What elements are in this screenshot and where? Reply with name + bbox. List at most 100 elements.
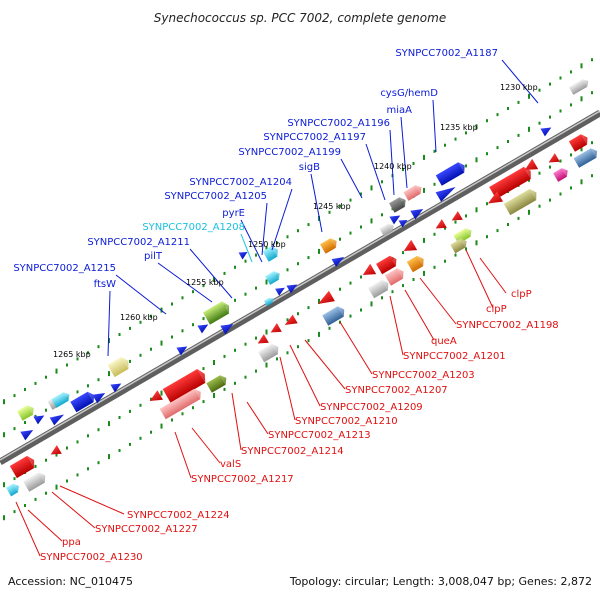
gene-feature[interactable] — [398, 217, 410, 228]
gene-feature[interactable] — [110, 380, 123, 393]
gene-feature[interactable] — [503, 187, 540, 216]
reverse-gene-label[interactable]: SYNPCC7002_A1214 — [241, 446, 344, 457]
gene-feature[interactable] — [6, 482, 21, 497]
reverse-gene-label[interactable]: valS — [220, 459, 241, 470]
forward-gene-label[interactable]: ftsW — [94, 279, 116, 290]
reverse-gene-label[interactable]: clpP — [486, 304, 507, 315]
gene-feature[interactable] — [49, 411, 67, 426]
forward-gene-label[interactable]: pilT — [144, 251, 163, 262]
reverse-gene-label[interactable]: SYNPCC7002_A1227 — [95, 524, 198, 535]
gene-feature[interactable] — [262, 244, 281, 262]
reverse-gene-label[interactable]: SYNPCC7002_A1207 — [345, 385, 448, 396]
gene-feature[interactable] — [568, 77, 591, 95]
gene-feature[interactable] — [485, 191, 504, 208]
gene-feature[interactable] — [435, 160, 468, 186]
forward-gene-label[interactable]: SYNPCC7002_A1196 — [287, 118, 390, 129]
gene-feature[interactable] — [23, 470, 48, 492]
gene-feature[interactable] — [401, 239, 418, 256]
gene-feature[interactable] — [197, 321, 210, 334]
gene-feature[interactable] — [162, 367, 209, 403]
gene-feature[interactable] — [70, 390, 97, 413]
gene-feature[interactable] — [450, 237, 469, 254]
gene-feature[interactable] — [220, 320, 235, 335]
forward-gene-label[interactable]: SYNPCC7002_A1208 — [142, 222, 245, 233]
gene-feature[interactable] — [147, 390, 163, 406]
gene-feature[interactable] — [263, 296, 276, 307]
forward-gene-label[interactable]: SYNPCC7002_A1205 — [164, 191, 267, 202]
gene-feature[interactable] — [406, 254, 427, 273]
forward-gene-label[interactable]: miaA — [387, 105, 413, 116]
gene-feature[interactable] — [320, 236, 339, 254]
gene-feature[interactable] — [331, 253, 347, 267]
forward-gene-label[interactable]: pyrE — [222, 208, 245, 219]
track-tick — [307, 256, 310, 260]
gene-feature[interactable] — [403, 183, 424, 201]
reverse-gene-label[interactable]: queA — [431, 336, 457, 347]
gene-feature[interactable] — [9, 454, 38, 479]
track-tick — [97, 378, 100, 382]
gene-arrow — [403, 239, 418, 252]
gene-feature[interactable] — [258, 342, 281, 363]
reverse-gene-label[interactable]: SYNPCC7002_A1217 — [191, 474, 294, 485]
gene-feature[interactable] — [282, 314, 298, 330]
gene-feature[interactable] — [573, 146, 600, 168]
gene-feature[interactable] — [389, 195, 408, 213]
gene-feature[interactable] — [435, 182, 459, 202]
gene-feature[interactable] — [48, 445, 62, 459]
gene-feature[interactable] — [92, 389, 107, 404]
reverse-gene-label[interactable]: SYNPCC7002_A1210 — [295, 416, 398, 427]
forward-gene-label[interactable]: SYNPCC7002_A1204 — [189, 177, 292, 188]
gene-feature[interactable] — [410, 205, 425, 220]
gene-feature[interactable] — [384, 266, 407, 286]
gene-feature[interactable] — [17, 403, 36, 421]
reverse-gene-label[interactable]: SYNPCC7002_A1198 — [456, 320, 559, 331]
gene-feature[interactable] — [568, 132, 591, 152]
gene-feature[interactable] — [315, 290, 335, 309]
reverse-gene-label[interactable]: SYNPCC7002_A1201 — [403, 351, 506, 362]
gene-feature[interactable] — [376, 254, 399, 275]
gene-feature[interactable] — [546, 153, 560, 167]
gene-feature[interactable] — [107, 355, 132, 378]
gene-feature[interactable] — [389, 212, 402, 225]
forward-gene-label[interactable]: cysG/hemD — [380, 88, 438, 99]
reverse-gene-label[interactable]: SYNPCC7002_A1209 — [320, 402, 423, 413]
track-tick — [538, 171, 541, 175]
reverse-gene-label[interactable]: clpP — [511, 289, 532, 300]
reverse-gene-label[interactable]: SYNPCC7002_A1213 — [268, 430, 371, 441]
gene-feature[interactable] — [268, 323, 282, 337]
reverse-gene-label[interactable]: SYNPCC7002_A1203 — [372, 370, 475, 381]
gene-feature[interactable] — [540, 124, 553, 137]
forward-gene-label[interactable]: SYNPCC7002_A1211 — [87, 237, 190, 248]
reverse-gene-label[interactable]: SYNPCC7002_A1230 — [40, 552, 143, 563]
gene-feature[interactable] — [202, 299, 233, 325]
gene-feature[interactable] — [449, 211, 463, 225]
forward-gene-label[interactable]: SYNPCC7002_A1187 — [395, 48, 498, 59]
gene-feature[interactable] — [255, 334, 269, 348]
gene-feature[interactable] — [453, 226, 474, 244]
gene-feature[interactable] — [379, 222, 396, 237]
gene-feature[interactable] — [360, 263, 377, 280]
gene-feature[interactable] — [286, 281, 299, 294]
gene-feature[interactable] — [368, 278, 391, 299]
forward-gene-label[interactable]: sigB — [299, 162, 320, 173]
gene-feature[interactable] — [265, 269, 282, 285]
gene-feature[interactable] — [20, 426, 35, 441]
reverse-gene-label[interactable]: ppa — [62, 537, 81, 548]
gene-feature[interactable] — [275, 284, 287, 296]
gene-feature[interactable] — [553, 166, 570, 182]
gene-feature[interactable] — [489, 165, 534, 200]
reverse-gene-label[interactable]: SYNPCC7002_A1224 — [127, 510, 230, 521]
gene-feature[interactable] — [206, 373, 229, 393]
forward-gene-label[interactable]: SYNPCC7002_A1215 — [13, 263, 116, 274]
gene-feature[interactable] — [522, 158, 539, 175]
gene-feature[interactable] — [159, 387, 204, 420]
gene-feature[interactable] — [176, 343, 189, 356]
gene-feature[interactable] — [33, 412, 46, 425]
forward-gene-label[interactable]: SYNPCC7002_A1199 — [238, 147, 341, 158]
gene-feature[interactable] — [238, 249, 250, 260]
gene-feature[interactable] — [51, 390, 72, 408]
reverse-leader-line — [15, 501, 41, 557]
gene-feature[interactable] — [433, 219, 447, 233]
forward-gene-label[interactable]: SYNPCC7002_A1197 — [263, 132, 366, 143]
gene-feature[interactable] — [322, 304, 347, 326]
